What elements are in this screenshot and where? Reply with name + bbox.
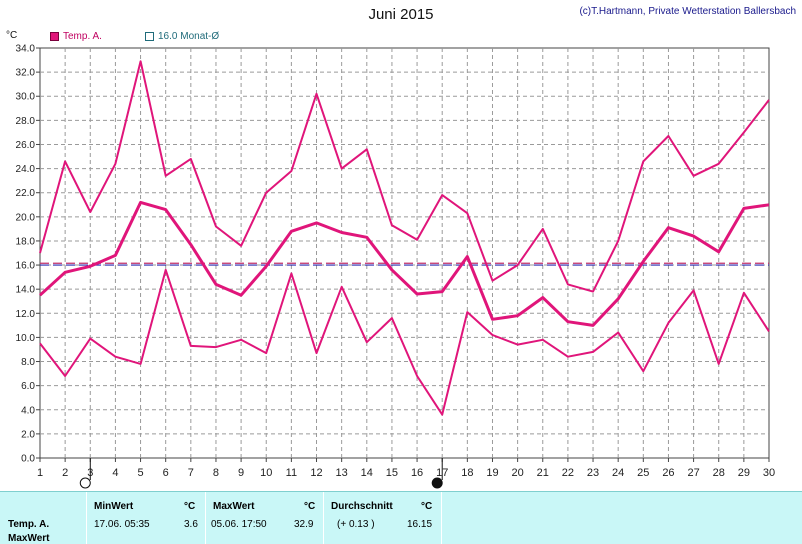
footer-divider — [86, 492, 87, 544]
credit-text: (c)T.Hartmann, Private Wetterstation Bal… — [579, 6, 796, 17]
avg-delta: (+ 0.13 ) — [337, 519, 375, 530]
min-value: 3.6 — [184, 519, 198, 530]
x-tick-label: 14 — [361, 467, 373, 479]
x-tick-label: 29 — [738, 467, 750, 479]
y-tick-label: 8.0 — [21, 357, 35, 368]
legend-item-temp: Temp. A. — [50, 31, 102, 42]
y-tick-label: 30.0 — [16, 92, 36, 103]
legend-item-month-avg: 16.0 Monat-Ø — [145, 31, 219, 42]
x-tick-label: 2 — [62, 467, 68, 479]
x-tick-label: 4 — [112, 467, 118, 479]
y-tick-label: 6.0 — [21, 381, 35, 392]
x-tick-label: 10 — [260, 467, 272, 479]
y-tick-label: 14.0 — [16, 285, 36, 296]
max-header: MaxWert — [213, 501, 255, 512]
x-tick-label: 25 — [637, 467, 649, 479]
footer-row-label-temp: Temp. A. — [8, 519, 50, 530]
x-tick-label: 18 — [461, 467, 473, 479]
y-tick-label: 0.0 — [21, 454, 35, 465]
x-tick-label: 22 — [562, 467, 574, 479]
y-tick-label: 20.0 — [16, 212, 36, 223]
x-tick-label: 30 — [763, 467, 775, 479]
avg-unit: °C — [421, 501, 433, 512]
legend-label-temp: Temp. A. — [63, 31, 102, 42]
footer-divider — [441, 492, 442, 544]
y-tick-label: 2.0 — [21, 429, 35, 440]
x-tick-label: 6 — [163, 467, 169, 479]
legend-swatch-month-avg — [145, 32, 154, 41]
x-tick-label: 24 — [612, 467, 624, 479]
max-time: 05.06. 17:50 — [211, 519, 267, 530]
max-unit: °C — [304, 501, 316, 512]
y-tick-label: 18.0 — [16, 236, 36, 247]
x-tick-label: 11 — [286, 467, 297, 479]
legend-swatch-temp — [50, 32, 59, 41]
x-tick-label: 19 — [486, 467, 498, 479]
footer-divider — [205, 492, 206, 544]
x-tick-label: 1 — [37, 467, 43, 479]
stats-footer: Temp. A. MaxWert MinWert °C 17.06. 05:35… — [0, 491, 802, 544]
max-value: 32.9 — [294, 519, 314, 530]
y-tick-label: 24.0 — [16, 164, 36, 175]
y-tick-label: 4.0 — [21, 405, 35, 416]
series-line-avg — [38, 200, 770, 327]
min-time: 17.06. 05:35 — [94, 519, 150, 530]
x-tick-label: 15 — [386, 467, 398, 479]
x-tick-label: 21 — [537, 467, 549, 479]
chart-canvas: 0.0 2.0 4.0 6.0 8.0 10.0 12.0 14.0 16.0 18.0 20.0 2… — [16, 44, 775, 489]
x-tick-label: 13 — [336, 467, 348, 479]
y-tick-label: 28.0 — [16, 116, 36, 127]
x-tick-label: 12 — [310, 467, 322, 479]
x-tick-label: 8 — [213, 467, 219, 479]
footer-divider — [323, 492, 324, 544]
min-unit: °C — [184, 501, 196, 512]
footer-row-label-max: MaxWert — [8, 533, 50, 544]
x-tick-label: 20 — [511, 467, 523, 479]
x-tick-label: 26 — [662, 467, 674, 479]
new-moon-icon — [431, 477, 443, 489]
y-tick-label: 34.0 — [16, 44, 36, 55]
x-tick-label: 23 — [587, 467, 599, 479]
min-header: MinWert — [94, 501, 134, 512]
y-unit-label: °C — [6, 30, 18, 41]
x-tick-label: 27 — [687, 467, 699, 479]
y-tick-label: 22.0 — [16, 188, 36, 199]
series-line-max — [39, 60, 770, 293]
plot-area — [39, 47, 770, 459]
x-tick-label: 9 — [238, 467, 244, 479]
x-tick-label: 7 — [188, 467, 194, 479]
series-line-min — [39, 268, 770, 416]
avg-header: Durchschnitt — [331, 501, 393, 512]
legend-label-month-avg: 16.0 Monat-Ø — [158, 31, 220, 42]
chart-title: Juni 2015 — [368, 6, 434, 23]
y-tick-label: 10.0 — [16, 333, 36, 344]
x-tick-label: 5 — [137, 467, 143, 479]
avg-value: 16.15 — [407, 519, 433, 530]
x-tick-label: 16 — [411, 467, 423, 479]
y-tick-label: 16.0 — [16, 261, 36, 272]
y-tick-label: 32.0 — [16, 68, 36, 79]
y-tick-label: 26.0 — [16, 140, 36, 151]
y-tick-label: 12.0 — [16, 309, 36, 320]
x-tick-label: 28 — [713, 467, 725, 479]
full-moon-icon — [79, 477, 91, 489]
